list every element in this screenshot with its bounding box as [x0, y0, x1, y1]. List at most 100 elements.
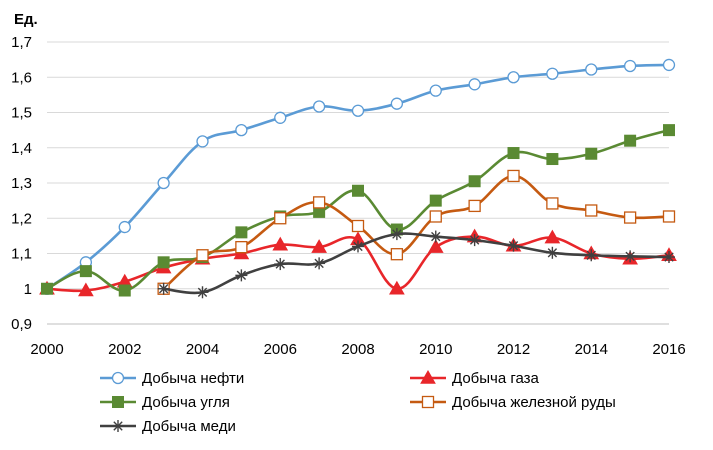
- data-point: [196, 286, 209, 299]
- axes: Ед. 0,9 1 1,1 1,2 1,3 1,4 1,5 1,6 1,7 2000 2002 2004…: [11, 11, 686, 358]
- y-tick-label: 1,4: [11, 140, 32, 157]
- legend-label: Добыча железной руды: [452, 394, 616, 411]
- data-point: [507, 71, 520, 84]
- legend-marker: [421, 395, 435, 409]
- data-point: [544, 229, 561, 244]
- data-point: [546, 197, 559, 210]
- legend-marker: [420, 369, 436, 384]
- y-tick-label: 1,2: [11, 210, 32, 227]
- data-point: [235, 123, 248, 137]
- data-point: [429, 230, 442, 243]
- data-point: [624, 134, 637, 147]
- data-point: [663, 251, 675, 264]
- grid: [47, 41, 669, 325]
- data-point: [157, 282, 170, 295]
- data-point: [41, 282, 53, 295]
- data-point: [390, 248, 404, 261]
- data-point: [157, 176, 170, 190]
- data-point: [546, 246, 559, 259]
- data-point: [468, 175, 481, 188]
- legend-label: Добыча газа: [452, 370, 540, 387]
- unit-label: Ед.: [14, 11, 38, 28]
- data-point: [79, 265, 92, 278]
- data-point: [507, 147, 520, 160]
- y-tick-label: 1: [24, 281, 32, 298]
- data-point: [546, 67, 559, 80]
- data-point: [507, 169, 520, 183]
- data-point: [118, 220, 131, 234]
- data-point: [312, 196, 326, 209]
- data-point: [274, 212, 287, 225]
- data-point: [312, 100, 326, 113]
- data-point: [272, 236, 289, 251]
- x-tick-label: 2016: [652, 341, 685, 358]
- data-point: [235, 269, 248, 282]
- series-layer: [39, 58, 677, 299]
- data-point: [429, 84, 442, 97]
- data-point: [389, 280, 405, 295]
- data-point: [390, 97, 404, 110]
- legend-entry: Добыча железной руды: [410, 394, 616, 411]
- series-5: [157, 228, 675, 299]
- legend-label: Добыча меди: [142, 418, 236, 435]
- series-1: [40, 58, 676, 295]
- legend-marker: [112, 420, 124, 432]
- x-tick-label: 2012: [497, 341, 530, 358]
- data-point: [468, 234, 481, 247]
- data-point: [546, 153, 559, 166]
- data-point: [311, 239, 327, 253]
- y-tick-label: 1,5: [11, 105, 32, 122]
- x-tick-label: 2004: [186, 341, 219, 358]
- legend-entry: Добыча угля: [100, 394, 230, 411]
- data-point: [78, 282, 94, 297]
- data-point: [585, 204, 598, 217]
- data-point: [662, 58, 676, 72]
- legend-entry: Добыча меди: [100, 418, 236, 435]
- y-tick-label: 0,9: [11, 316, 32, 333]
- x-tick-label: 2014: [575, 341, 608, 358]
- data-point: [157, 256, 170, 269]
- data-point: [468, 78, 481, 91]
- data-point: [623, 211, 637, 224]
- data-point: [274, 111, 287, 124]
- data-point: [235, 241, 248, 254]
- data-point: [351, 104, 365, 117]
- data-point: [507, 239, 520, 252]
- data-point: [427, 239, 444, 253]
- data-point: [585, 249, 598, 262]
- x-tick-label: 2008: [341, 341, 374, 358]
- y-tick-label: 1,1: [11, 246, 32, 263]
- data-point: [585, 63, 598, 76]
- data-point: [235, 226, 248, 239]
- data-point: [196, 249, 209, 262]
- x-tick-label: 2006: [264, 341, 297, 358]
- data-point: [196, 135, 209, 148]
- data-point: [663, 124, 675, 137]
- data-point: [390, 228, 403, 241]
- y-tick-label: 1,6: [11, 69, 32, 86]
- data-point: [585, 147, 598, 160]
- x-tick-label: 2010: [419, 341, 452, 358]
- legend-marker: [112, 396, 124, 408]
- data-point: [662, 210, 676, 223]
- data-point: [624, 250, 637, 263]
- data-point: [468, 199, 481, 213]
- x-tick-label: 2000: [30, 341, 63, 358]
- data-point: [623, 59, 637, 73]
- data-point: [313, 257, 326, 270]
- data-point: [429, 210, 442, 223]
- y-tick-label: 1,7: [11, 34, 32, 51]
- data-point: [352, 240, 364, 253]
- legend-label: Добыча угля: [142, 394, 230, 411]
- data-point: [352, 184, 364, 197]
- x-tick-label: 2002: [108, 341, 141, 358]
- y-tick-label: 1,3: [11, 175, 32, 192]
- legend-entry: Добыча нефти: [100, 370, 244, 387]
- data-point: [118, 284, 131, 297]
- data-point: [429, 194, 442, 207]
- legend-marker: [111, 371, 125, 385]
- legend-entry: Добыча газа: [410, 369, 540, 387]
- data-point: [274, 258, 287, 271]
